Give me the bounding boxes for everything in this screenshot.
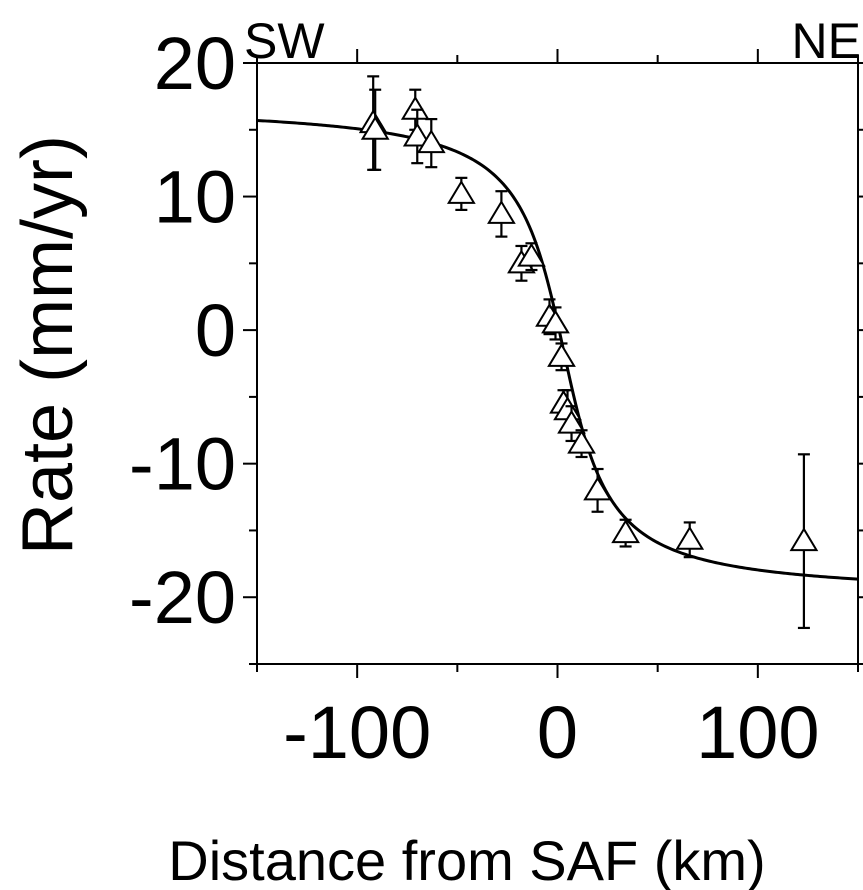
triangle-marker [517,242,546,267]
data-point [402,108,432,165]
data-point [567,429,596,459]
y-tick-label: -10 [129,423,236,506]
triangle-marker [675,525,705,550]
y-tick-label: 20 [154,22,236,105]
triangle-marker [416,129,446,154]
x-tick-label: 100 [696,691,819,774]
triangle-marker [789,527,819,552]
triangle-marker [583,476,612,501]
data-points-layer [358,75,819,630]
data-point [611,518,640,548]
x-tick-label: -100 [283,691,431,774]
triangle-marker [446,179,476,204]
triangle-marker [360,115,390,140]
triangle-marker [547,342,576,367]
data-point [360,88,390,171]
data-point [487,190,516,238]
data-point [547,342,576,372]
y-axis-title: Rate (mm/yr) [8,135,88,555]
triangle-marker [567,429,596,454]
axis-ticks [243,49,863,678]
data-point [416,117,446,169]
x-tick-label: 0 [537,691,578,774]
triangle-marker [611,519,640,544]
data-point [583,467,612,513]
data-point [675,521,705,559]
corner-label-ne: NE [792,13,861,69]
data-point [789,453,819,630]
x-axis-title: Distance from SAF (km) [168,829,765,890]
y-tick-label: -20 [129,556,236,639]
corner-label-sw: SW [244,13,325,69]
y-tick-label: 0 [195,289,236,372]
triangle-marker [557,409,586,434]
triangle-marker [402,122,432,147]
triangle-marker [400,95,430,120]
data-point [557,405,586,443]
triangle-marker [541,309,570,334]
data-point [517,242,546,272]
y-tick-label: 10 [154,156,236,239]
triangle-marker [487,199,516,224]
data-point [446,176,476,212]
data-point [541,306,570,341]
